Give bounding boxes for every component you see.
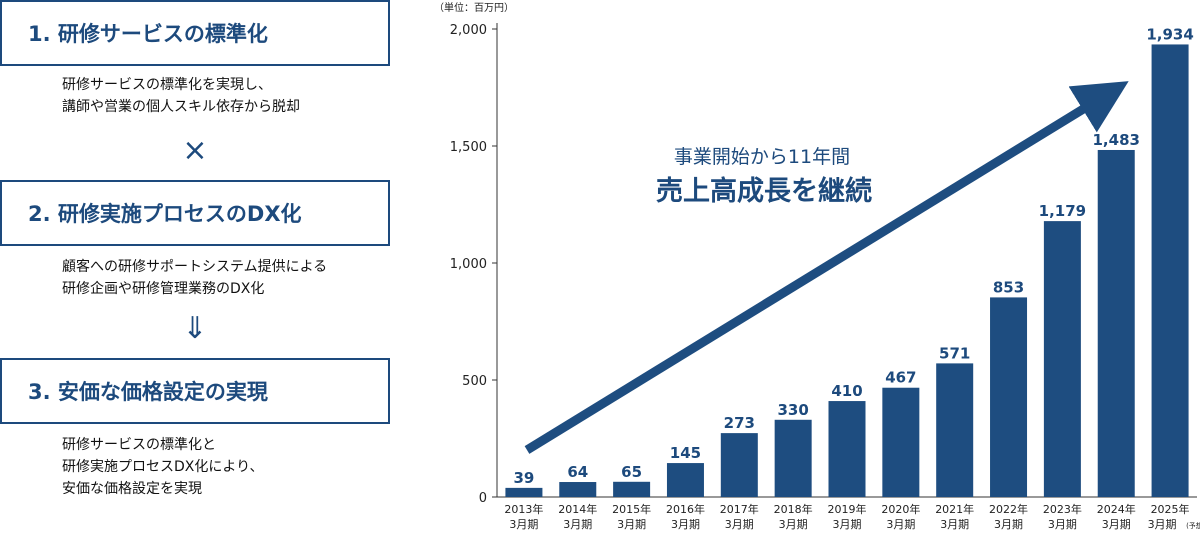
bar-value-label: 65 bbox=[621, 463, 642, 481]
x-tick-label-year: 2015年 bbox=[612, 502, 651, 516]
bar-value-label: 1,934 bbox=[1146, 25, 1193, 43]
x-tick-label-period: 3月期 bbox=[1102, 518, 1131, 531]
x-tick-label-period: 3月期 bbox=[833, 518, 862, 531]
x-tick-label-year: 2017年 bbox=[720, 502, 759, 516]
bar-value-label: 39 bbox=[513, 469, 534, 487]
bar bbox=[1151, 44, 1189, 497]
step-2-box: 2. 研修実施プロセスのDX化 bbox=[0, 180, 390, 246]
bar bbox=[720, 433, 758, 497]
x-tick-label-period: 3月期 bbox=[671, 518, 700, 531]
y-tick-label: 2,000 bbox=[450, 23, 487, 38]
y-tick-label: 1,500 bbox=[450, 140, 487, 155]
x-tick-label-note: (予想) bbox=[1186, 521, 1200, 530]
bar-value-label: 1,179 bbox=[1039, 202, 1086, 220]
step-2-title: 2. 研修実施プロセスのDX化 bbox=[28, 202, 302, 226]
y-tick-label: 0 bbox=[479, 491, 487, 506]
bar-value-label: 64 bbox=[567, 463, 588, 481]
x-tick-label-period: 3月期 bbox=[563, 518, 592, 531]
bar bbox=[1043, 221, 1081, 497]
x-tick-label-year: 2024年 bbox=[1097, 502, 1136, 516]
step-3-desc-line-3: 安価な価格設定を実現 bbox=[62, 481, 202, 497]
x-tick-label-period: 3月期 bbox=[779, 518, 808, 531]
x-tick-label-period: 3月期 bbox=[1148, 518, 1177, 531]
bar-value-label: 571 bbox=[939, 344, 970, 362]
step-2-desc-line-2: 研修企画や研修管理業務のDX化 bbox=[62, 281, 265, 297]
x-tick-label-year: 2018年 bbox=[774, 502, 813, 516]
growth-arrow bbox=[524, 81, 1129, 454]
bar-value-label: 145 bbox=[670, 444, 701, 462]
bar-value-label: 410 bbox=[831, 382, 862, 400]
bar bbox=[613, 481, 651, 497]
x-tick-label-period: 3月期 bbox=[886, 518, 915, 531]
bar bbox=[559, 482, 597, 497]
x-tick-label-year: 2016年 bbox=[666, 502, 705, 516]
x-tick-label-year: 2013年 bbox=[504, 502, 543, 516]
double-down-arrow-icon: ⇓ bbox=[182, 311, 208, 346]
bar bbox=[990, 297, 1028, 497]
x-tick-label-year: 2022年 bbox=[989, 502, 1028, 516]
y-tick-label: 500 bbox=[462, 374, 487, 389]
bar-value-label: 1,483 bbox=[1093, 131, 1140, 149]
step-1-desc-line-1: 研修サービスの標準化を実現し、 bbox=[62, 77, 272, 93]
step-3-title: 3. 安価な価格設定の実現 bbox=[28, 380, 268, 404]
step-1-title: 1. 研修サービスの標準化 bbox=[28, 22, 268, 46]
x-tick-label-period: 3月期 bbox=[725, 518, 754, 531]
bar bbox=[936, 363, 974, 497]
bar bbox=[505, 487, 543, 497]
bar bbox=[882, 387, 920, 497]
step-3-box: 3. 安価な価格設定の実現 bbox=[0, 358, 390, 424]
unit-label: （単位：百万円） bbox=[434, 1, 514, 14]
bar-value-label: 330 bbox=[777, 401, 808, 419]
x-tick-label-year: 2014年 bbox=[558, 502, 597, 516]
step-3-description: 研修サービスの標準化と 研修実施プロセスDX化により、 安価な価格設定を実現 bbox=[62, 434, 392, 500]
bar bbox=[774, 419, 812, 497]
x-tick-label-period: 3月期 bbox=[509, 518, 538, 531]
annotation-line-2: 売上高成長を継続 bbox=[656, 175, 872, 207]
y-tick-label: 1,000 bbox=[450, 257, 487, 272]
bar-value-label: 467 bbox=[885, 369, 916, 387]
bar bbox=[1097, 149, 1135, 497]
step-1-desc-line-2: 講師や営業の個人スキル依存から脱却 bbox=[62, 99, 300, 115]
x-tick-label-period: 3月期 bbox=[940, 518, 969, 531]
step-1-description: 研修サービスの標準化を実現し、 講師や営業の個人スキル依存から脱却 bbox=[62, 74, 392, 118]
x-tick-label-year: 2023年 bbox=[1043, 502, 1082, 516]
step-3-desc-line-1: 研修サービスの標準化と bbox=[62, 437, 216, 453]
bar bbox=[666, 463, 704, 497]
x-tick-label-year: 2020年 bbox=[881, 502, 920, 516]
x-tick-label-period: 3月期 bbox=[1048, 518, 1077, 531]
x-tick-label-year: 2021年 bbox=[935, 502, 974, 516]
step-3-desc-line-2: 研修実施プロセスDX化により、 bbox=[62, 459, 264, 475]
annotation-line-1: 事業開始から11年間 bbox=[674, 146, 850, 168]
x-tick-label-year: 2025年 bbox=[1151, 502, 1190, 516]
bar-value-label: 273 bbox=[724, 414, 755, 432]
x-tick-label-year: 2019年 bbox=[828, 502, 867, 516]
step-1-box: 1. 研修サービスの標準化 bbox=[0, 0, 390, 66]
multiply-icon: × bbox=[182, 133, 208, 168]
step-2-desc-line-1: 顧客への研修サポートシステム提供による bbox=[62, 259, 328, 275]
x-tick-label-period: 3月期 bbox=[994, 518, 1023, 531]
step-2-description: 顧客への研修サポートシステム提供による 研修企画や研修管理業務のDX化 bbox=[62, 256, 392, 300]
x-tick-label-period: 3月期 bbox=[617, 518, 646, 531]
bar bbox=[828, 401, 866, 497]
bar-value-label: 853 bbox=[993, 278, 1024, 296]
